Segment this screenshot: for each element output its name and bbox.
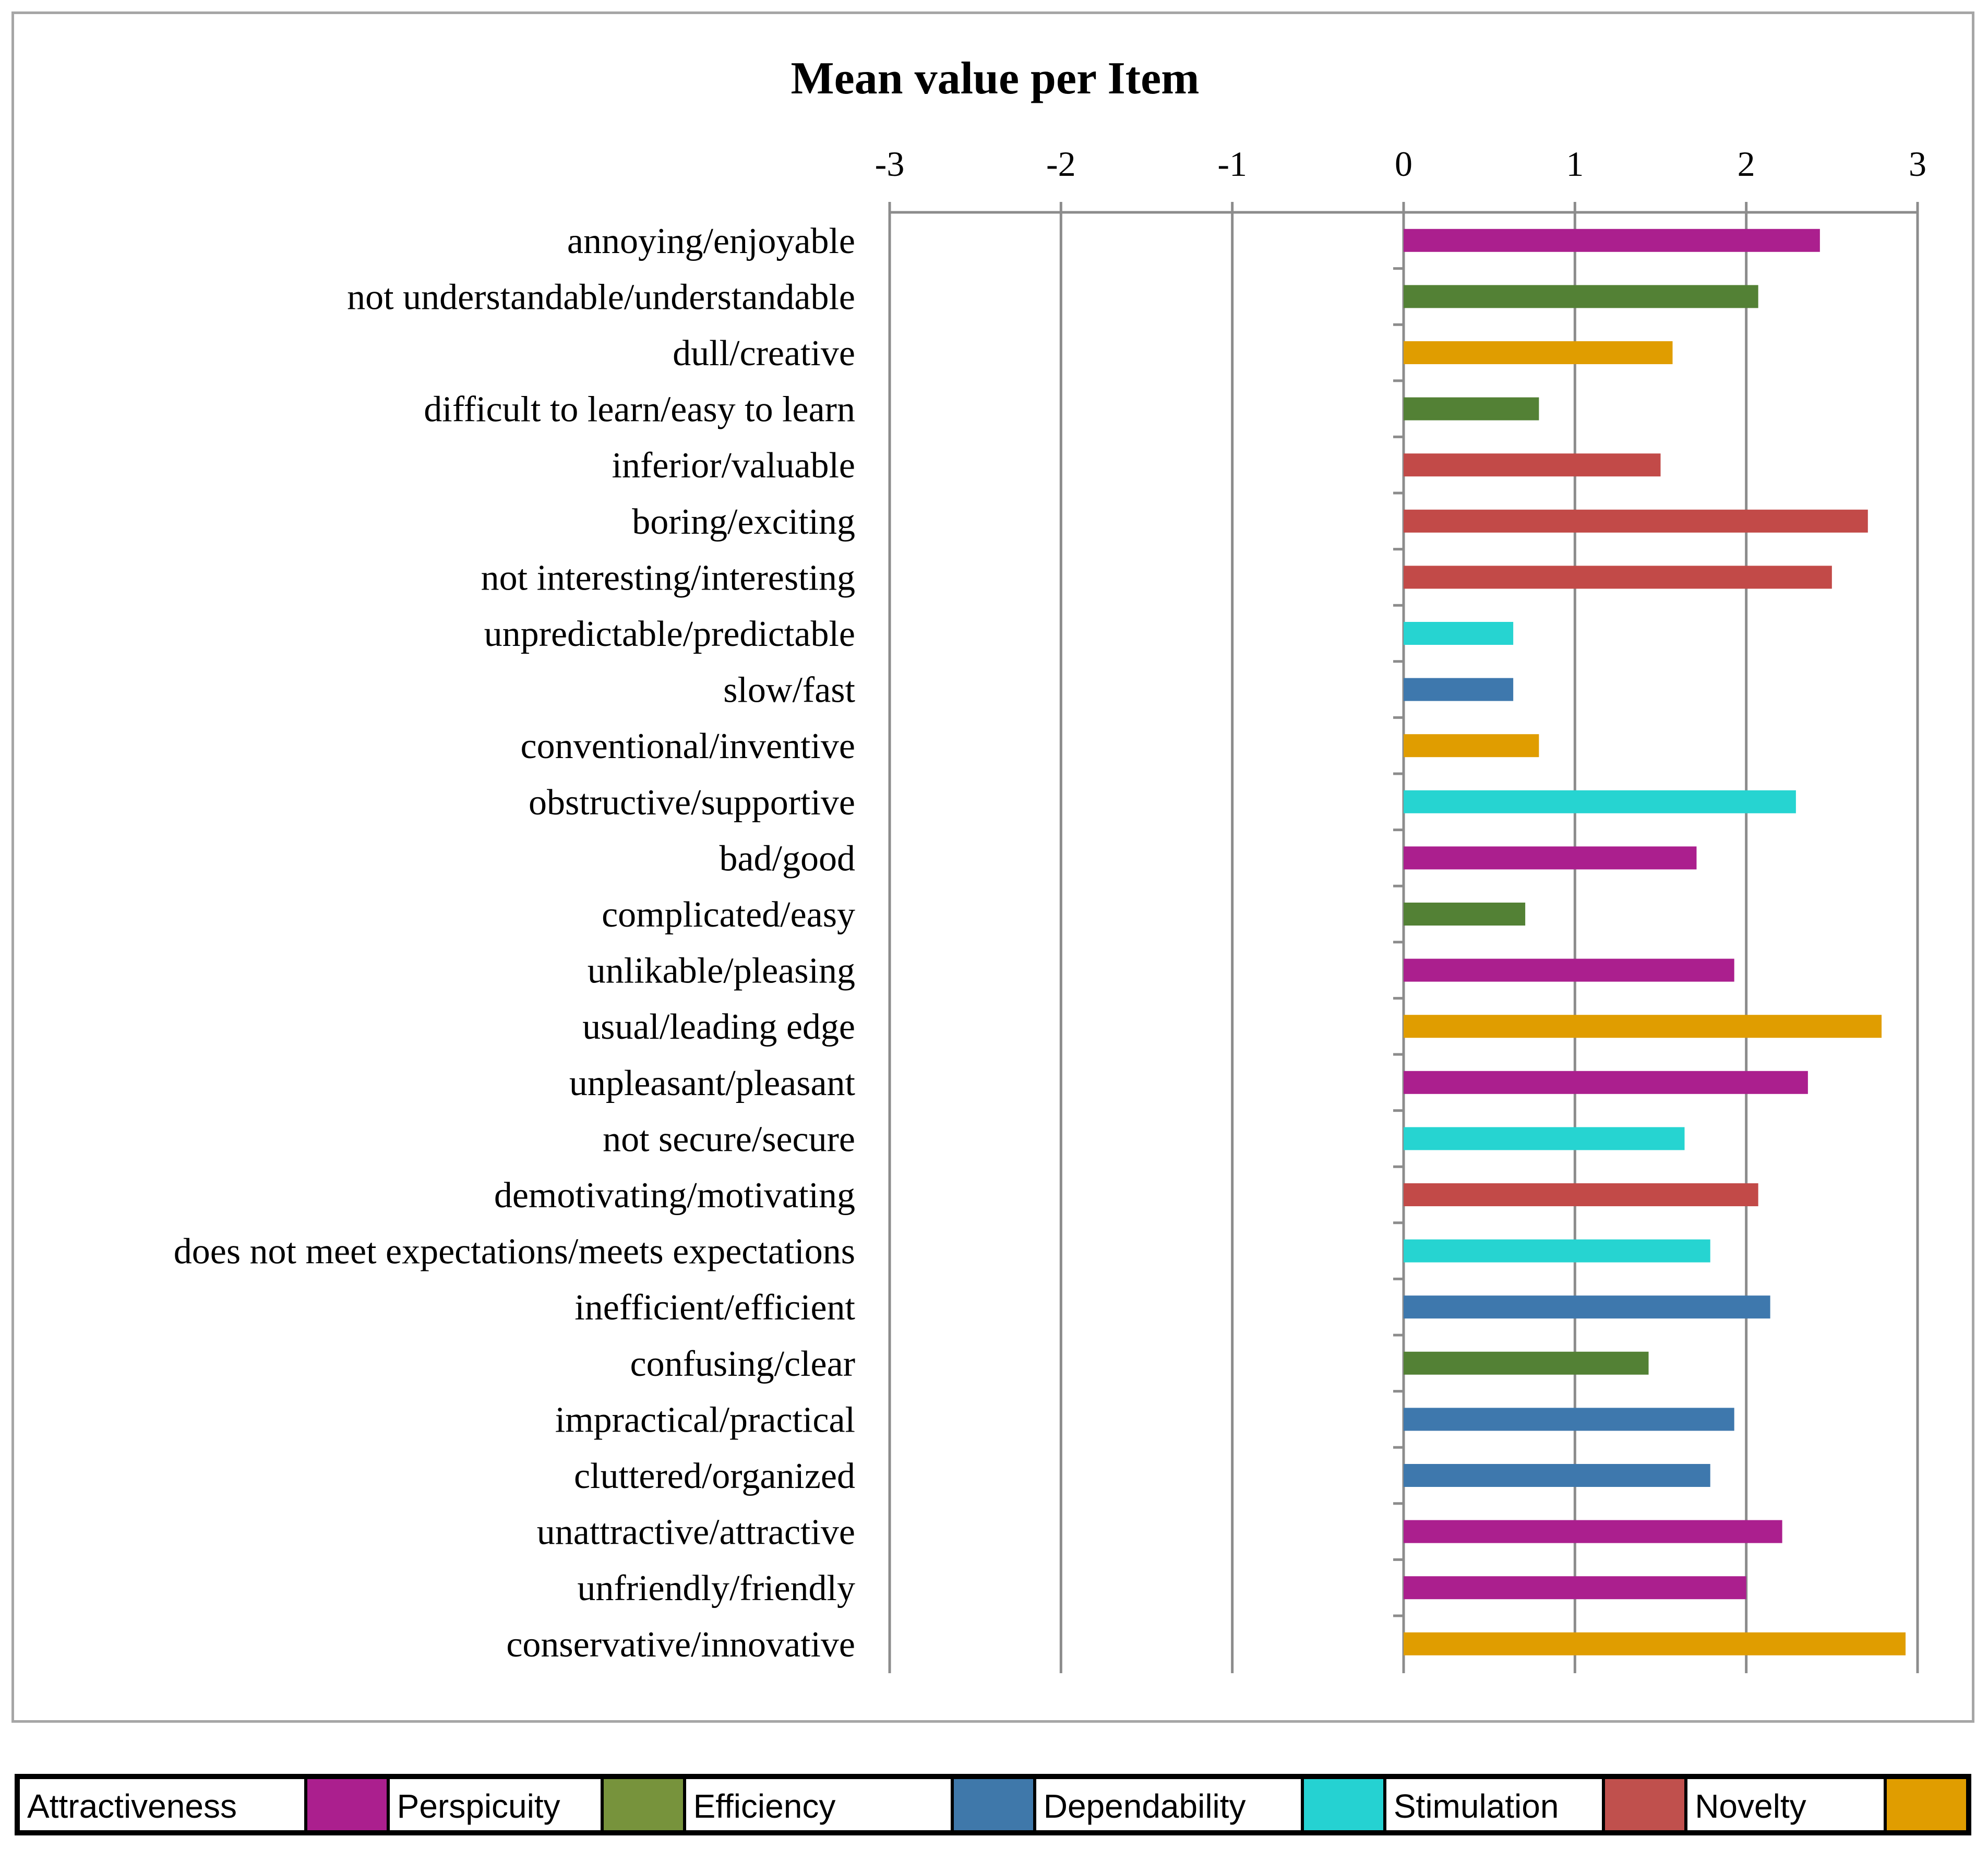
- legend-label-novelty: Novelty: [1686, 1778, 1886, 1832]
- category-label: bad/good: [719, 838, 855, 879]
- chart-title: Mean value per Item: [791, 53, 1200, 104]
- legend-swatch-dependability: [1302, 1778, 1385, 1832]
- category-label: does not meet expectations/meets expecta…: [174, 1232, 855, 1272]
- bar-17: [1404, 1127, 1685, 1150]
- bar-13: [1404, 903, 1526, 926]
- legend-swatch-stimulation: [1603, 1778, 1686, 1832]
- x-tick-label: -1: [1217, 144, 1247, 184]
- x-tick-label: 2: [1738, 144, 1755, 184]
- category-label: unpleasant/pleasant: [569, 1063, 856, 1103]
- bar-7: [1404, 566, 1832, 589]
- category-label: cluttered/organized: [574, 1456, 855, 1496]
- category-label: dull/creative: [673, 333, 855, 374]
- bar-12: [1404, 846, 1697, 870]
- category-label: unlikable/pleasing: [588, 951, 855, 991]
- bar-21: [1404, 1351, 1649, 1375]
- category-label: conventional/inventive: [521, 726, 855, 766]
- legend-swatch-perspicuity: [602, 1778, 685, 1832]
- category-label: impractical/practical: [555, 1400, 855, 1440]
- legend: Attractiveness Perspicuity Efficiency Depen…: [15, 1774, 1971, 1835]
- x-tick-label: -3: [875, 144, 905, 184]
- bar-3: [1404, 341, 1673, 364]
- category-label: not understandable/understandable: [347, 277, 855, 317]
- category-label: unattractive/attractive: [537, 1512, 855, 1553]
- category-label: not interesting/interesting: [481, 558, 855, 598]
- x-tick-label: 1: [1566, 144, 1584, 184]
- category-label: obstructive/supportive: [529, 783, 855, 823]
- x-tick-label: 3: [1909, 144, 1926, 184]
- x-axis: -3 -2 -1 0 1 2 3: [875, 144, 1926, 1617]
- bar-2: [1404, 285, 1758, 308]
- bars: [1404, 229, 1906, 1655]
- bar-11: [1404, 790, 1796, 813]
- bar-23: [1404, 1464, 1710, 1487]
- bar-25: [1404, 1576, 1746, 1600]
- x-tick-label: 0: [1395, 144, 1412, 184]
- bar-22: [1404, 1408, 1734, 1431]
- bar-24: [1404, 1520, 1782, 1543]
- category-label: usual/leading edge: [582, 1007, 855, 1047]
- legend-swatch-novelty: [1885, 1778, 1968, 1832]
- category-label: slow/fast: [723, 670, 855, 711]
- bar-16: [1404, 1071, 1808, 1094]
- bar-chart: Mean value per Item -3 -2 -1 0 1 2 3 annoying/…: [174, 53, 1926, 1673]
- legend-swatch-attractiveness: [305, 1778, 388, 1832]
- category-label: unpredictable/predictable: [484, 614, 855, 654]
- category-labels: annoying/enjoyable not understandable/und…: [174, 221, 856, 1665]
- bar-5: [1404, 453, 1661, 477]
- category-label: unfriendly/friendly: [577, 1568, 855, 1608]
- legend-label-efficiency: Efficiency: [684, 1778, 952, 1832]
- bar-9: [1404, 678, 1514, 701]
- category-label: inefficient/efficient: [574, 1288, 855, 1328]
- category-label: demotivating/motivating: [494, 1175, 855, 1216]
- legend-label-dependability: Dependability: [1034, 1778, 1302, 1832]
- category-label: conservative/innovative: [506, 1625, 855, 1665]
- bar-8: [1404, 622, 1514, 645]
- bar-10: [1404, 734, 1539, 758]
- legend-label-stimulation: Stimulation: [1384, 1778, 1604, 1832]
- legend-swatch-efficiency: [952, 1778, 1035, 1832]
- category-label: confusing/clear: [630, 1344, 855, 1384]
- category-label: annoying/enjoyable: [567, 221, 855, 261]
- category-label: complicated/easy: [602, 895, 855, 935]
- bar-1: [1404, 229, 1820, 252]
- bar-6: [1404, 509, 1868, 533]
- category-label: not secure/secure: [603, 1119, 855, 1159]
- legend-label-perspicuity: Perspicuity: [388, 1778, 602, 1832]
- bar-19: [1404, 1239, 1710, 1263]
- bar-18: [1404, 1183, 1758, 1206]
- bar-26: [1404, 1632, 1906, 1655]
- bar-20: [1404, 1295, 1770, 1319]
- legend-label-attractiveness: Attractiveness: [18, 1778, 306, 1832]
- bar-14: [1404, 958, 1734, 982]
- category-label: inferior/valuable: [612, 446, 855, 486]
- bar-4: [1404, 397, 1539, 421]
- x-tick-label: -2: [1046, 144, 1076, 184]
- chart-frame: Mean value per Item -3 -2 -1 0 1 2 3 annoying/…: [11, 11, 1974, 1723]
- category-label: difficult to learn/easy to learn: [424, 390, 855, 430]
- category-label: boring/exciting: [632, 502, 855, 542]
- bar-15: [1404, 1015, 1882, 1038]
